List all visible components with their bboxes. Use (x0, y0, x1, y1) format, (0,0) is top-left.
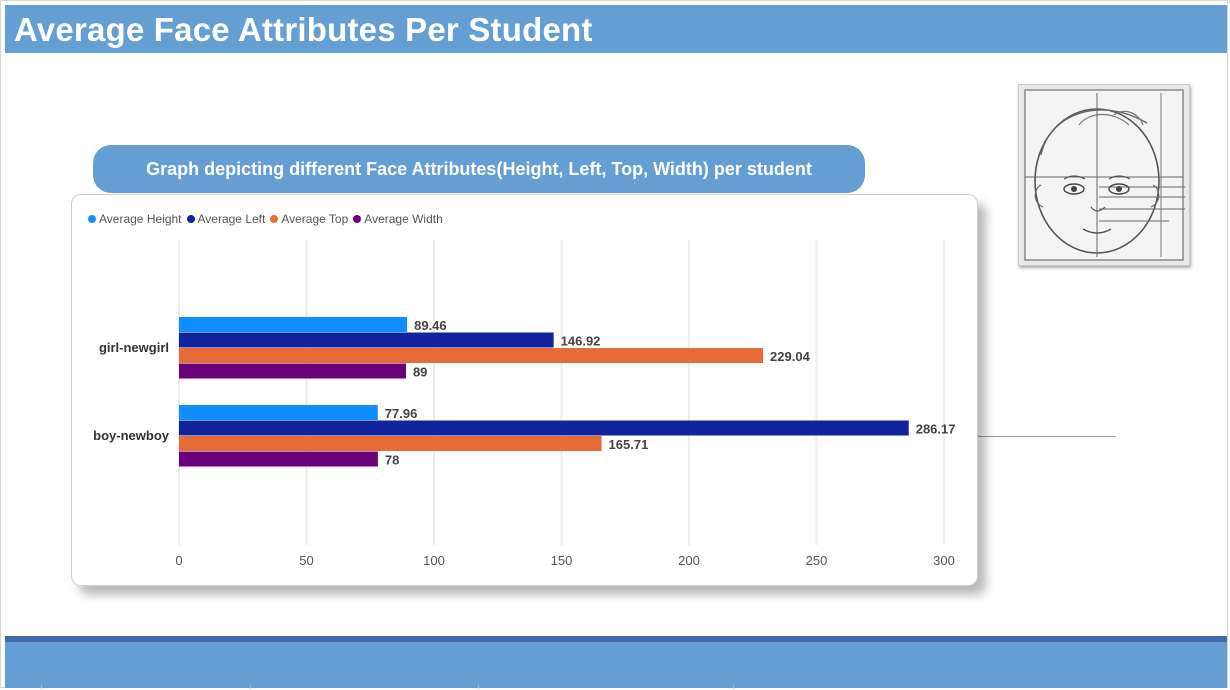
data-label: 286.17 (916, 422, 956, 437)
footer-bar (5, 642, 1227, 688)
bar[interactable] (179, 420, 909, 436)
data-label: 77.96 (385, 406, 418, 421)
legend-item-2[interactable]: Average Left (186, 212, 266, 226)
bar[interactable] (179, 348, 764, 363)
data-label: 89.46 (414, 318, 447, 333)
bar[interactable] (179, 436, 602, 451)
footer-tab-divider (478, 685, 479, 689)
x-tick-label: 250 (806, 553, 828, 568)
face-sketch-icon[interactable] (1018, 84, 1190, 266)
legend-item-1[interactable]: Average Height (88, 212, 182, 226)
page-title: Average Face Attributes Per Student (14, 11, 593, 48)
bar-chart[interactable]: 0 50 100 150 200 250 300 girl-newgirl 89.46 146.9… (71, 194, 978, 586)
legend-label: Average Height (99, 212, 182, 226)
x-tick-label: 300 (933, 553, 955, 568)
category-label: girl-newgirl (99, 340, 169, 355)
bar[interactable] (179, 332, 554, 348)
legend-label: Average Left (197, 212, 266, 226)
chart-title-pill: Graph depicting different Face Attribute… (93, 145, 865, 193)
legend-label: Average Top (281, 212, 349, 226)
legend-dot-icon (353, 215, 362, 223)
bar[interactable] (179, 363, 406, 379)
legend-dot-icon (88, 215, 96, 223)
chart-svg: 0 50 100 150 200 250 300 girl-newgirl 89.46 146.9… (93, 240, 956, 568)
x-tick-label: 150 (551, 553, 573, 568)
category-label: boy-newboy (93, 428, 170, 443)
data-label: 146.92 (561, 334, 601, 349)
bar[interactable] (179, 451, 378, 467)
footer-tab-divider (733, 685, 734, 689)
footer-tab-divider (250, 685, 251, 689)
connector-line (978, 436, 1116, 437)
title-bar: Average Face Attributes Per Student (5, 5, 1227, 53)
footer-divider (5, 636, 1227, 642)
x-tick-label: 0 (175, 553, 182, 568)
x-tick-label: 100 (423, 553, 445, 568)
footer-tab-divider (41, 685, 42, 689)
chart-legend[interactable]: Average Height Average Left Average Top Ave… (88, 211, 443, 227)
bar[interactable] (179, 405, 378, 420)
data-label: 165.71 (609, 437, 649, 452)
chart-title: Graph depicting different Face Attribute… (146, 158, 812, 179)
legend-dot-icon (186, 215, 195, 223)
x-tick-label: 50 (299, 553, 313, 568)
data-label: 229.04 (770, 349, 811, 364)
legend-label: Average Width (364, 212, 443, 226)
data-label: 89 (413, 365, 427, 380)
legend-dot-icon (270, 215, 279, 223)
legend-item-4[interactable]: Average Width (353, 212, 443, 226)
data-label: 78 (385, 453, 399, 468)
legend-item-3[interactable]: Average Top (270, 212, 348, 226)
bar[interactable] (179, 317, 408, 332)
x-tick-label: 200 (678, 553, 700, 568)
